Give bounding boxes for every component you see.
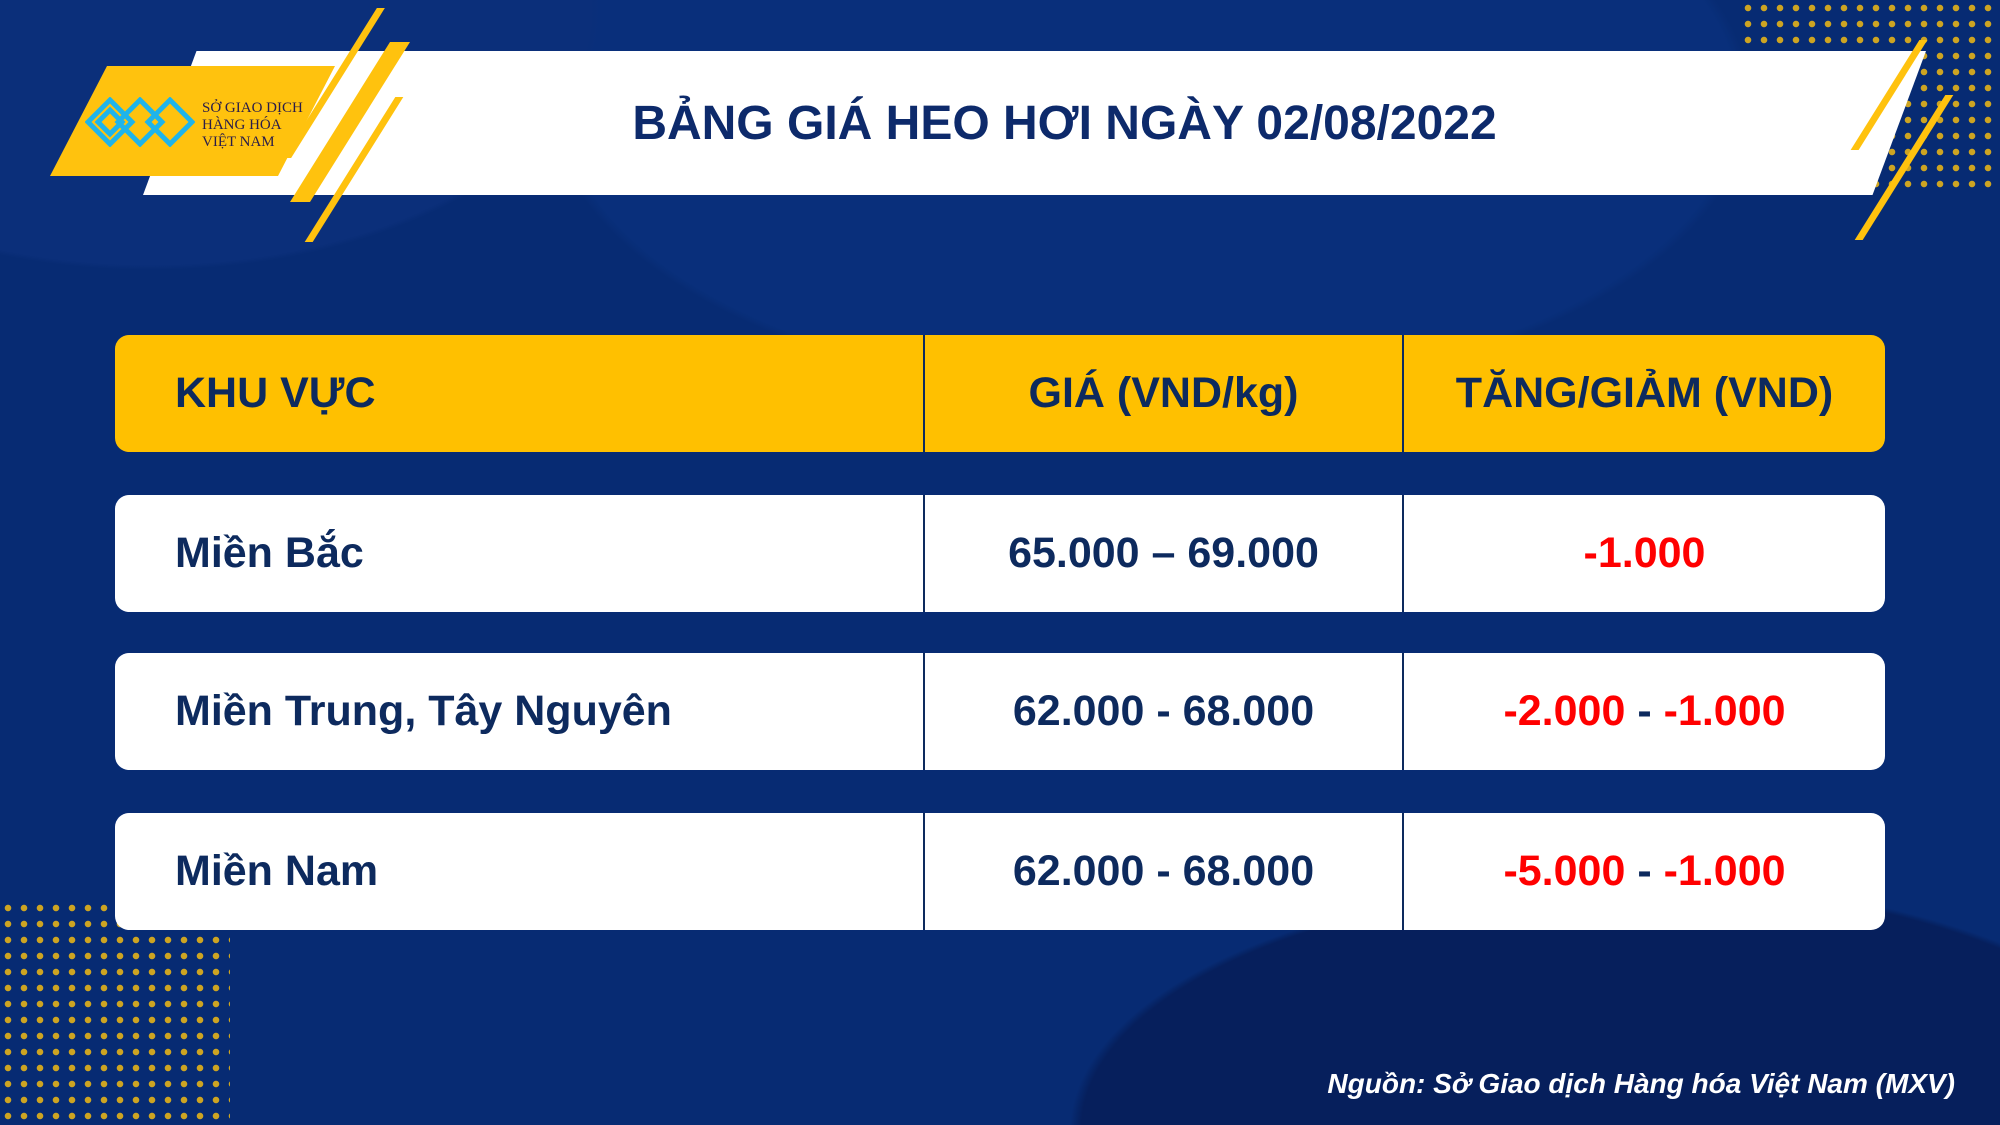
logo-line: HÀNG HÓA bbox=[202, 117, 282, 133]
mxv-logo-mark-icon bbox=[85, 97, 195, 147]
source-note: Nguồn: Sở Giao dịch Hàng hóa Việt Nam (M… bbox=[1327, 1068, 1955, 1099]
change-value: -2.000 bbox=[1503, 687, 1626, 735]
header-price: GIÁ (VND/kg) bbox=[925, 335, 1404, 452]
change-separator: - bbox=[1625, 687, 1664, 735]
dot-pattern bbox=[0, 900, 230, 1125]
region-cell: Miền Trung, Tây Nguyên bbox=[115, 653, 925, 770]
change-cell: -2.000 - -1.000 bbox=[1404, 653, 1885, 770]
logo-line: VIỆT NAM bbox=[202, 134, 275, 150]
table-row: Miền Bắc 65.000 – 69.000 -1.000 bbox=[115, 495, 1885, 612]
change-cell: -1.000 bbox=[1404, 495, 1885, 612]
logo-text: SỞ GIAO DỊCH HÀNG HÓA VIỆT NAM bbox=[202, 100, 303, 151]
change-separator: - bbox=[1625, 847, 1664, 895]
header-change: TĂNG/GIẢM (VND) bbox=[1455, 369, 1834, 417]
price-cell: 62.000 - 68.000 bbox=[925, 813, 1404, 930]
table-header: KHU VỰC GIÁ (VND/kg) TĂNG/GIẢM (VND) bbox=[115, 335, 1885, 452]
change-cell: -5.000 - -1.000 bbox=[1404, 813, 1885, 930]
change-value: -1.000 bbox=[1663, 847, 1786, 895]
header-region: KHU VỰC bbox=[115, 335, 925, 452]
logo-line: SỞ GIAO DỊCH bbox=[202, 100, 303, 116]
change-value: -1.000 bbox=[1583, 529, 1706, 577]
region-cell: Miền Nam bbox=[115, 813, 925, 930]
price-cell: 65.000 – 69.000 bbox=[925, 495, 1404, 612]
title-banner bbox=[143, 51, 1926, 195]
page-title: BẢNG GIÁ HEO HƠI NGÀY 02/08/2022 bbox=[632, 96, 1497, 150]
table-row: Miền Trung, Tây Nguyên 62.000 - 68.000 -… bbox=[115, 653, 1885, 770]
region-cell: Miền Bắc bbox=[115, 495, 925, 612]
table-row: Miền Nam 62.000 - 68.000 -5.000 - -1.000 bbox=[115, 813, 1885, 930]
change-value: -5.000 bbox=[1503, 847, 1626, 895]
price-cell: 62.000 - 68.000 bbox=[925, 653, 1404, 770]
change-value: -1.000 bbox=[1663, 687, 1786, 735]
